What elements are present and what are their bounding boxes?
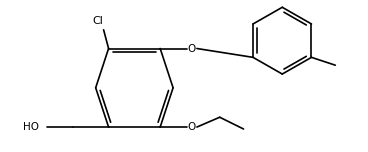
Text: O: O (188, 43, 196, 54)
Text: O: O (188, 122, 196, 132)
Text: Cl: Cl (92, 16, 103, 26)
Text: HO: HO (23, 122, 39, 132)
